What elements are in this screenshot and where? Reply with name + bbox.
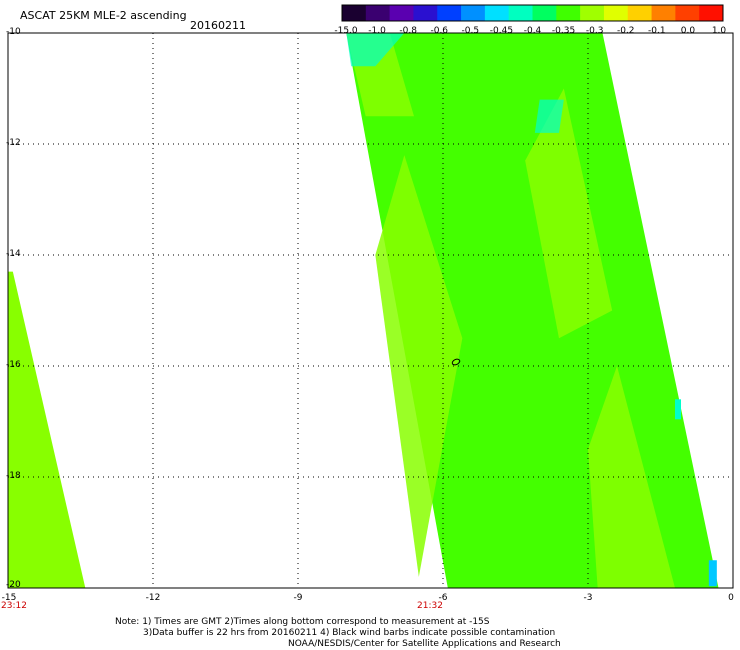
map-grid	[8, 33, 733, 588]
colorbar-label: -0.6	[430, 26, 449, 36]
colorbar-segment	[556, 5, 581, 21]
colorbar-segment	[580, 5, 605, 21]
y-tick-label: -10	[6, 27, 21, 37]
colorbar-label: -15.0	[334, 26, 358, 36]
colorbar-segment	[342, 5, 367, 21]
colorbar-label: -0.35	[551, 26, 576, 36]
data-swaths	[8, 33, 719, 588]
colorbar-label: -0.1	[648, 26, 666, 36]
x-tick-label: -3	[583, 593, 593, 603]
colorbar-label: -1.0	[368, 26, 386, 36]
x-tick-label: -12	[145, 593, 161, 603]
swath-shade	[346, 33, 405, 67]
map-frame	[7, 32, 734, 589]
colorbar-segment	[532, 5, 557, 21]
note-line-3: NOAA/NESDIS/Center for Satellite Applica…	[288, 639, 561, 649]
y-tick-label: -12	[6, 138, 21, 148]
map-title: ASCAT 25KM MLE-2 ascending	[20, 9, 187, 22]
colorbar-segment	[461, 5, 486, 21]
colorbar-label: 0.0	[680, 26, 696, 36]
x-tick-label: -6	[438, 593, 448, 603]
colorbar-segment	[627, 5, 653, 21]
x-tick-label: -15	[1, 593, 17, 603]
colorbar	[341, 4, 724, 22]
note-line-1: Note: 1) Times are GMT 2)Times along bot…	[115, 617, 490, 627]
colorbar-segment	[365, 5, 391, 21]
swath-shade	[525, 88, 613, 339]
swath-time-label: 23:12	[1, 601, 27, 611]
y-tick-label: -14	[6, 249, 21, 259]
swath-shade	[675, 399, 681, 420]
swath-shade	[708, 560, 717, 587]
y-tick-label: -18	[6, 471, 21, 481]
colorbar-segment	[484, 5, 510, 21]
y-tick-label: -16	[6, 360, 21, 370]
colorbar-segment	[699, 5, 724, 21]
colorbar-segment	[508, 5, 533, 21]
x-tick-label: 0	[728, 593, 734, 603]
colorbar-label: -0.2	[616, 26, 635, 36]
x-tick-label: -9	[293, 593, 303, 603]
contamination-marker	[451, 358, 461, 366]
colorbar-label: -0.8	[399, 26, 417, 36]
colorbar-segment	[413, 5, 438, 21]
swath-shade	[534, 99, 564, 133]
colorbar-segment	[437, 5, 462, 21]
swath-shade	[588, 366, 675, 588]
colorbar-segment	[603, 5, 629, 21]
colorbar-label: -0.45	[489, 26, 514, 36]
note-line-2: 3)Data buffer is 22 hrs from 20160211 4)…	[143, 628, 556, 638]
colorbar-frame	[341, 4, 724, 22]
colorbar-label: -0.5	[461, 26, 480, 36]
left-swath	[8, 271, 86, 588]
map-date: 20160211	[190, 19, 246, 32]
colorbar-segment	[675, 5, 700, 21]
colorbar-segment	[389, 5, 414, 21]
colorbar-label: 1.0	[711, 26, 727, 36]
y-tick-label: -20	[6, 580, 21, 590]
colorbar-label: -0.3	[585, 26, 604, 36]
colorbar-segment	[651, 5, 676, 21]
swath-time-label: 21:32	[417, 601, 443, 611]
colorbar-label: -0.4	[523, 26, 542, 36]
